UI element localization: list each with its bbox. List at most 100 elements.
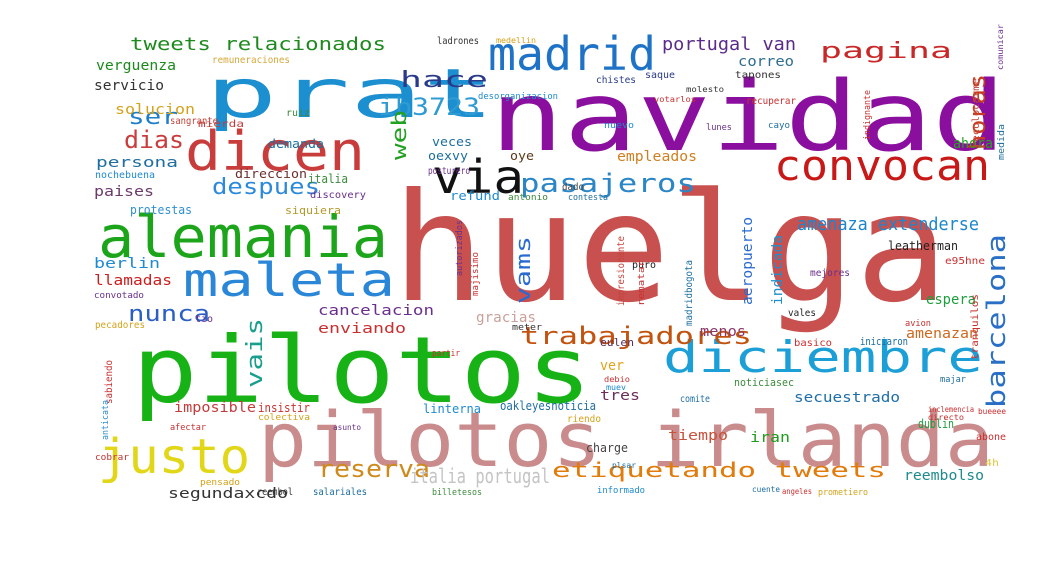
word: linterna [423,402,481,416]
word: servicio [94,78,164,94]
word: chistes [596,75,636,86]
word: vams [511,236,535,304]
word: pilotos irlanda [258,395,994,484]
word: mejores [810,268,850,279]
word: prat [205,55,495,134]
word: solucion [115,102,195,118]
word: vales [788,308,816,319]
word: convocan [774,141,990,190]
word: rematar [637,259,647,306]
word: ser [128,105,178,130]
word: contesta [568,193,608,203]
word: justo [98,429,250,485]
word: prometiero [818,488,868,498]
word: despues [212,175,320,200]
word: majar [940,375,967,385]
word: pilotos [132,317,592,424]
word: paises [94,184,154,200]
word: impresionante [616,236,627,306]
word: oexvy [428,149,468,163]
word: vais [243,318,268,388]
word: hace [400,68,488,93]
word: alemania [98,203,388,271]
word: siquiera [285,204,341,217]
word: autorizados [455,220,465,276]
word: refund [450,189,500,203]
word: puro [632,260,656,271]
word: maleta [183,253,395,307]
word: convotado [94,291,144,301]
word: recolocarme [971,78,982,148]
word: oakleyesnoticia [500,399,596,413]
word: tiempo [668,428,728,444]
word: persona [96,155,178,171]
word: correo [738,54,794,70]
word: italia [308,172,348,186]
word: sabiendo [104,360,115,404]
word: cayo [768,121,790,131]
word: meter [512,323,543,333]
word: ver [600,358,624,374]
word: amenazan [906,326,978,342]
word: berlin [94,256,160,272]
word: partir [432,349,460,359]
word: espera [926,292,976,308]
word: directo [928,413,964,422]
word: afectar [170,423,207,433]
word: italia portugal [410,464,550,488]
word: angeles [782,487,812,496]
word: oye [510,149,534,163]
word: comunicar [996,24,1005,70]
word: tres [600,388,640,404]
word: protestas [130,203,192,217]
word: dicen [185,120,365,183]
word: barcelona [982,234,1012,408]
word: dublin [918,417,954,431]
word: diciembre [663,332,983,383]
word: votarlos [654,95,696,104]
word: ahora [953,136,993,152]
word: e95hne [945,256,985,267]
word: riendo [567,414,601,425]
word: leatherman [888,239,958,253]
word: huelga [392,162,948,336]
word: portugal van [662,34,796,55]
word: insistir [258,401,310,415]
word: molesto [686,85,724,94]
word: sangrante [170,116,218,127]
word: imposible [174,400,256,416]
word: iran [750,430,790,446]
word: basico [794,338,832,349]
word: reembol [257,487,293,498]
word: bueeee [978,407,1006,416]
word: noticiasec [734,376,794,389]
word: etiquetando tweets [552,458,886,482]
word: dias [124,126,184,154]
word: medida [997,124,1007,160]
word: demanda [268,137,324,151]
word: tapones [735,70,781,81]
word: reembolso [904,468,984,484]
word: antonio [508,193,548,203]
word: charge [586,441,628,455]
word: abone [976,432,1006,443]
word: iniciaron [860,335,908,348]
word: colectiva [258,413,310,423]
word: anticata [101,400,111,440]
word: eulen [600,336,634,349]
word: comite [680,394,710,405]
word: trabajadores [520,322,752,350]
word: cancelacion [318,303,434,319]
word: veces [432,135,472,149]
word: navidad [490,61,1006,173]
word: enviando [318,321,406,337]
word: avion [905,319,931,329]
word: llamadas [94,273,172,289]
word: nunca [128,302,210,327]
word: direccion [235,167,307,181]
word: aeropuerto [740,217,756,305]
word: web [387,110,411,160]
word: ladrones [437,36,479,47]
word: plsar [612,461,636,470]
